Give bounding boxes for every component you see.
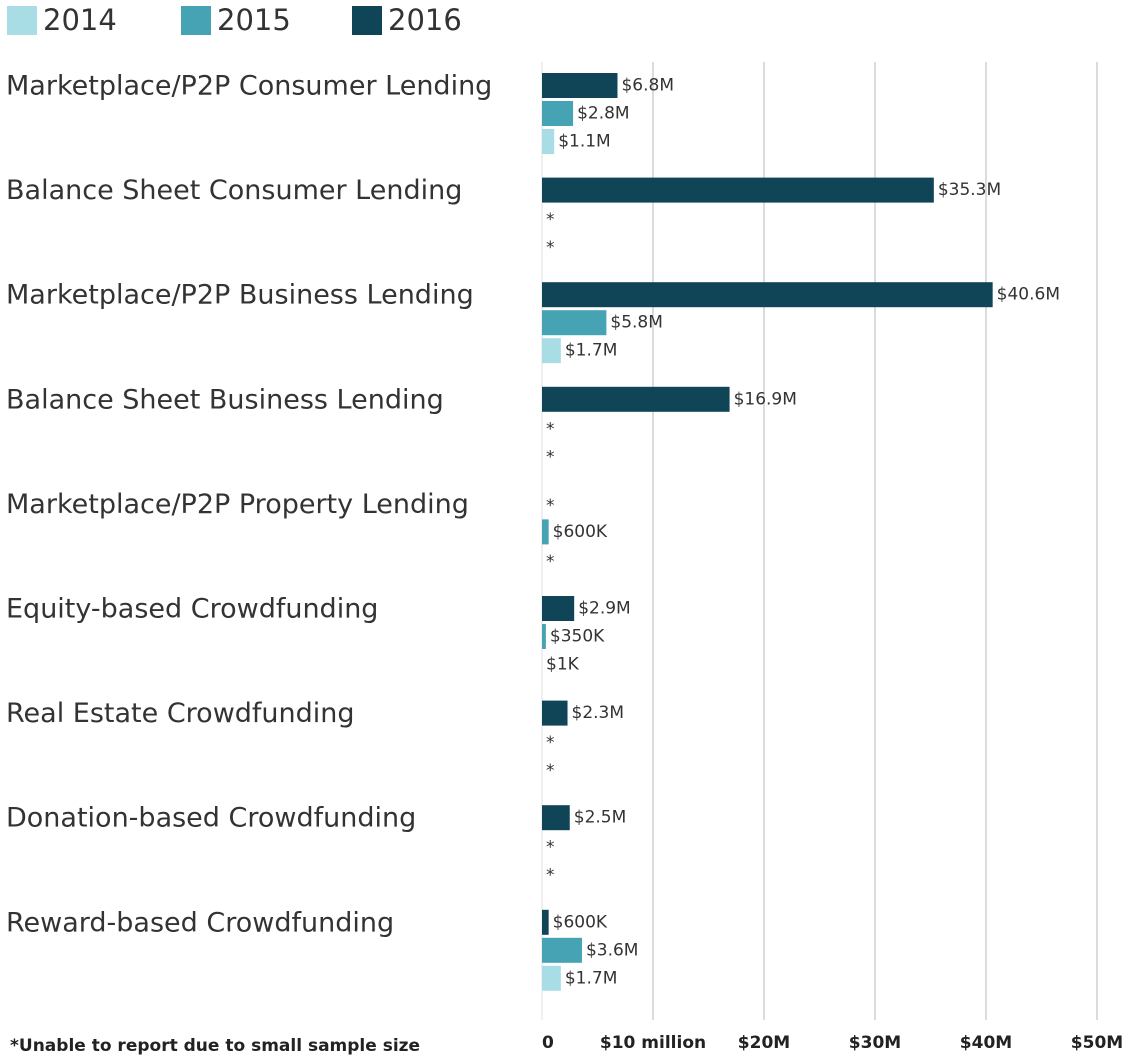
value-label: $2.5M <box>574 808 627 828</box>
value-label: * <box>546 866 555 886</box>
value-label: $1.1M <box>558 132 611 152</box>
bar <box>542 177 934 203</box>
x-tick-label: $30M <box>849 1033 901 1053</box>
category-label: Balance Sheet Consumer Lending <box>6 175 462 206</box>
bar <box>542 310 607 336</box>
bar <box>542 805 570 831</box>
legend-swatch <box>7 6 37 35</box>
category-label: Marketplace/P2P Property Lending <box>6 489 469 520</box>
value-label: $600K <box>553 912 608 932</box>
value-label: * <box>546 238 555 258</box>
value-label: $3.6M <box>586 940 639 960</box>
bar <box>542 909 549 935</box>
legend-label: 2014 <box>43 3 117 37</box>
legend-label: 2016 <box>388 3 462 37</box>
category-label: Donation-based Crowdfunding <box>6 803 416 834</box>
footnote: *Unable to report due to small sample si… <box>10 1036 420 1056</box>
value-label: $6.8M <box>621 76 674 96</box>
x-tick-label: $40M <box>960 1033 1012 1053</box>
value-label: $5.8M <box>610 313 663 333</box>
value-label: $1K <box>546 655 580 675</box>
category-label: Marketplace/P2P Consumer Lending <box>6 71 492 102</box>
legend-swatch <box>181 6 211 35</box>
x-tick-label: 0 <box>542 1033 554 1053</box>
category-label: Balance Sheet Business Lending <box>6 384 444 415</box>
value-label: * <box>546 496 555 516</box>
value-label: $1.7M <box>565 341 618 361</box>
value-label: $16.9M <box>734 389 797 409</box>
value-label: $1.7M <box>565 968 618 988</box>
bar <box>542 624 546 649</box>
value-label: * <box>546 447 555 467</box>
value-label: * <box>546 419 555 439</box>
bar <box>542 73 618 98</box>
value-label: $40.6M <box>997 285 1060 305</box>
x-tick-label: $20M <box>738 1033 790 1053</box>
bar <box>542 338 561 364</box>
x-tick-label: $50M <box>1071 1033 1123 1053</box>
category-label: Marketplace/P2P Business Lending <box>6 280 474 311</box>
value-label: $2.3M <box>572 703 625 723</box>
value-label: * <box>546 552 555 572</box>
value-label: $350K <box>550 627 605 647</box>
legend-label: 2015 <box>217 3 291 37</box>
value-label: $2.9M <box>578 599 631 619</box>
value-label: * <box>546 838 555 858</box>
bar <box>542 700 568 726</box>
category-label: Equity-based Crowdfunding <box>6 594 378 625</box>
bar <box>542 282 993 308</box>
value-label: * <box>546 761 555 781</box>
bar <box>542 386 730 412</box>
bar <box>542 519 549 545</box>
category-label: Reward-based Crowdfunding <box>6 907 394 938</box>
bar <box>542 129 555 154</box>
bar <box>542 937 582 963</box>
x-tick-label: $10 million <box>600 1033 706 1053</box>
value-label: $2.8M <box>577 104 630 124</box>
value-label: $600K <box>553 522 608 542</box>
bar <box>542 965 561 991</box>
bar <box>542 101 574 126</box>
value-label: $35.3M <box>938 180 1001 200</box>
legend-swatch <box>352 6 382 35</box>
value-label: * <box>546 733 555 753</box>
category-label: Real Estate Crowdfunding <box>6 698 355 729</box>
value-label: * <box>546 210 555 230</box>
bar <box>542 596 575 621</box>
